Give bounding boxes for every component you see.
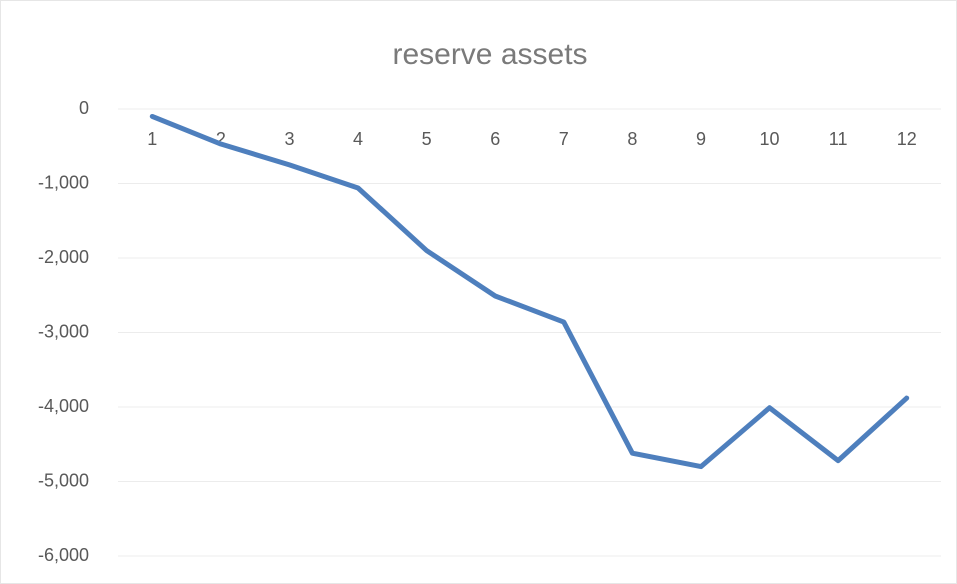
y-tick-label: -4,000 (38, 396, 89, 416)
y-tick-label: -3,000 (38, 321, 89, 341)
y-tick-label: 0 (79, 98, 89, 118)
x-tick-label: 6 (490, 129, 500, 149)
y-tick-label: -2,000 (38, 247, 89, 267)
x-tick-label: 3 (284, 129, 294, 149)
chart-title: reserve assets (392, 38, 587, 71)
x-tick-label: 2 (216, 129, 226, 149)
x-tick-label: 11 (829, 129, 848, 149)
y-tick-label: -6,000 (38, 545, 89, 565)
line-series (149, 113, 910, 470)
x-tick-label: 5 (422, 129, 432, 149)
y-tick-label: -1,000 (38, 172, 89, 192)
x-tick-label: 9 (696, 129, 706, 149)
x-tick-label: 12 (897, 129, 917, 149)
x-tick-label: 10 (760, 129, 780, 149)
x-tick-label: 1 (147, 129, 157, 149)
x-tick-label: 8 (627, 129, 637, 149)
x-tick-label: 7 (559, 129, 569, 149)
x-tick-label: 4 (353, 129, 363, 149)
y-tick-label: -5,000 (38, 470, 89, 490)
